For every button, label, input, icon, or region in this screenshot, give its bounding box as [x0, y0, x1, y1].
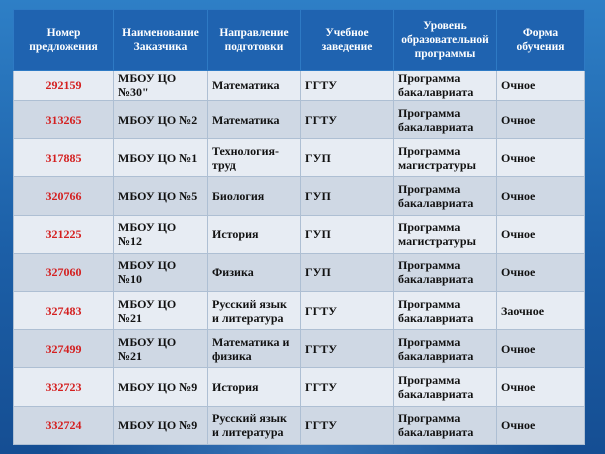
offer-number-cell: 321225 — [13, 214, 114, 254]
offer-number-cell: 317885 — [13, 138, 114, 178]
offer-number-cell: 332723 — [13, 367, 114, 407]
program-level-cell: Программа бакалавриата — [393, 176, 497, 216]
offer-number-cell: 292159 — [13, 70, 114, 101]
table-row: 292159 МБОУ ЦО №30" Математика ГГТУ Прог… — [13, 70, 585, 101]
direction-cell: Математика и физика — [207, 329, 301, 369]
table-header-row: Номер предложения Наименование Заказчика… — [13, 9, 585, 71]
direction-cell: Технология-труд — [207, 138, 301, 178]
institution-cell: ГГТУ — [300, 99, 394, 140]
table-row: 321225 МБОУ ЦО №12 История ГУП Программа… — [13, 214, 585, 254]
institution-cell: ГГТУ — [300, 329, 394, 369]
header-offer-number: Номер предложения — [13, 9, 114, 71]
program-level-cell: Программа бакалавриата — [393, 329, 497, 369]
program-level-cell: Программа бакалавриата — [393, 99, 497, 140]
program-level-cell: Программа бакалавриата — [393, 252, 497, 293]
offer-number-cell: 332724 — [13, 405, 114, 446]
study-form-cell: Очное — [496, 176, 585, 216]
program-level-cell: Программа магистратуры — [393, 138, 497, 178]
program-level-cell: Программа бакалавриата — [393, 291, 497, 331]
header-customer: Наименование Заказчика — [113, 9, 208, 71]
program-level-cell: Программа бакалавриата — [393, 70, 497, 101]
direction-cell: История — [207, 214, 301, 254]
program-level-cell: Программа бакалавриата — [393, 405, 497, 446]
customer-cell: МБОУ ЦО №1 — [113, 138, 208, 178]
customer-cell: МБОУ ЦО №5 — [113, 176, 208, 216]
direction-cell: Физика — [207, 252, 301, 293]
table-row: 332723 МБОУ ЦО №9 История ГГТУ Программа… — [13, 367, 585, 407]
institution-cell: ГУП — [300, 252, 394, 293]
direction-cell: Русский язык и литература — [207, 405, 301, 446]
program-level-cell: Программа магистратуры — [393, 214, 497, 254]
institution-cell: ГГТУ — [300, 70, 394, 101]
institution-cell: ГУП — [300, 138, 394, 178]
study-form-cell: Очное — [496, 138, 585, 178]
customer-cell: МБОУ ЦО №21 — [113, 329, 208, 369]
customer-cell: МБОУ ЦО №30" — [113, 70, 208, 101]
header-program-level: Уровень образовательной программы — [393, 9, 497, 71]
study-form-cell: Заочное — [496, 291, 585, 331]
study-form-cell: Очное — [496, 405, 585, 446]
study-form-cell: Очное — [496, 367, 585, 407]
institution-cell: ГГТУ — [300, 405, 394, 446]
offers-table: Номер предложения Наименование Заказчика… — [13, 9, 585, 446]
customer-cell: МБОУ ЦО №10 — [113, 252, 208, 293]
study-form-cell: Очное — [496, 329, 585, 369]
institution-cell: ГГТУ — [300, 367, 394, 407]
customer-cell: МБОУ ЦО №2 — [113, 99, 208, 140]
offer-number-cell: 313265 — [13, 99, 114, 140]
header-direction: Направление подготовки — [207, 9, 301, 71]
table-row: 332724 МБОУ ЦО №9 Русский язык и литерат… — [13, 405, 585, 446]
customer-cell: МБОУ ЦО №9 — [113, 405, 208, 446]
direction-cell: Математика — [207, 70, 301, 101]
institution-cell: ГУП — [300, 176, 394, 216]
offer-number-cell: 320766 — [13, 176, 114, 216]
table-row: 327499 МБОУ ЦО №21 Математика и физика Г… — [13, 329, 585, 369]
program-level-cell: Программа бакалавриата — [393, 367, 497, 407]
direction-cell: Математика — [207, 99, 301, 140]
offer-number-cell: 327060 — [13, 252, 114, 293]
customer-cell: МБОУ ЦО №12 — [113, 214, 208, 254]
customer-cell: МБОУ ЦО №9 — [113, 367, 208, 407]
header-institution: Учебное заведение — [300, 9, 394, 71]
study-form-cell: Очное — [496, 70, 585, 101]
table-row: 317885 МБОУ ЦО №1 Технология-труд ГУП Пр… — [13, 138, 585, 178]
header-study-form: Форма обучения — [496, 9, 585, 71]
offer-number-cell: 327483 — [13, 291, 114, 331]
table-row: 327060 МБОУ ЦО №10 Физика ГУП Программа … — [13, 252, 585, 293]
direction-cell: История — [207, 367, 301, 407]
study-form-cell: Очное — [496, 99, 585, 140]
direction-cell: Биология — [207, 176, 301, 216]
table-row: 327483 МБОУ ЦО №21 Русский язык и литера… — [13, 291, 585, 331]
institution-cell: ГГТУ — [300, 291, 394, 331]
institution-cell: ГУП — [300, 214, 394, 254]
table-row: 313265 МБОУ ЦО №2 Математика ГГТУ Програ… — [13, 99, 585, 140]
customer-cell: МБОУ ЦО №21 — [113, 291, 208, 331]
study-form-cell: Очное — [496, 252, 585, 293]
table-row: 320766 МБОУ ЦО №5 Биология ГУП Программа… — [13, 176, 585, 216]
direction-cell: Русский язык и литература — [207, 291, 301, 331]
study-form-cell: Очное — [496, 214, 585, 254]
offer-number-cell: 327499 — [13, 329, 114, 369]
